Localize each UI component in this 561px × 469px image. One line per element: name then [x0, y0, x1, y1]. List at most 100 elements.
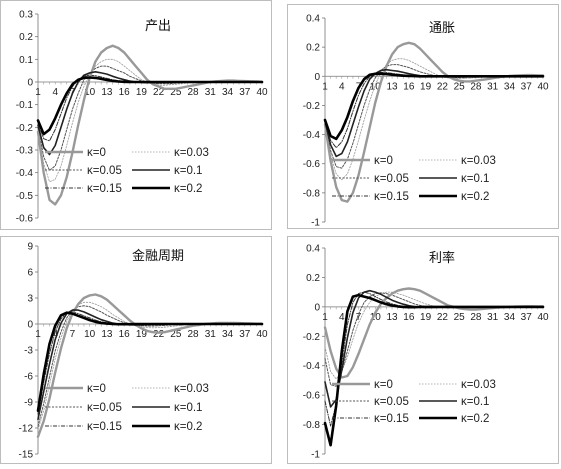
chart-panel-interest-rate: -1 -0.8 -0.6 -0.4 -0.2 0 0.2 0.4 1 4 7 10 13 16 19 22 25…: [287, 236, 559, 464]
legend-label: κ=0.03: [174, 383, 209, 395]
x-tick-label: 22: [153, 329, 165, 340]
legend-label: κ=0.05: [87, 402, 122, 414]
y-tick-label: -0.6: [303, 391, 321, 402]
line-chart: -0.6-0.5-0.4-0.3-0.2-0.100.10.20.31 4 7 10 1…: [0, 0, 272, 230]
chart-frame: [287, 236, 559, 464]
x-tick-label: 40: [256, 329, 268, 340]
x-tick-label: 25: [454, 312, 466, 323]
x-tick-label: 37: [239, 87, 251, 98]
x-tick-label: 19: [136, 87, 148, 98]
chart-frame: [0, 0, 272, 230]
x-tick-label: 28: [188, 329, 200, 340]
x-tick-label: 28: [470, 312, 482, 323]
y-tick-label: -6: [24, 372, 33, 383]
x-tick-label: 13: [101, 87, 113, 98]
chart-title: 金融周期: [132, 248, 184, 264]
x-tick-label: 16: [403, 312, 415, 323]
chart-frame: [287, 4, 559, 229]
x-tick-label: 19: [136, 329, 148, 340]
chart-title: 利率: [429, 250, 455, 266]
y-tick-label: 0.3: [19, 10, 33, 21]
line-chart: -1-0.8-0.6-0.4-0.200.20.41 4 7 10 13 16 19 22 25…: [287, 236, 559, 464]
chart-panel-output: -0.6 -0.5 -0.4 -0.3 -0.2 -0.1 0 0.1 0.2 0.3 1 4 7 10 1…: [0, 0, 272, 230]
series-line: [323, 72, 545, 141]
y-tick-label: -0.4: [303, 130, 321, 141]
x-tick-label: 22: [437, 312, 449, 323]
legend-label: κ=0.2: [461, 191, 489, 203]
x-tick-label: 1: [35, 329, 41, 340]
series-line: [37, 305, 263, 427]
x-tick-label: 37: [521, 81, 533, 92]
x-tick-label: 34: [504, 81, 516, 92]
legend-label: κ=0.2: [461, 413, 489, 425]
x-tick-label: 37: [239, 329, 251, 340]
y-tick-label: -12: [19, 424, 34, 435]
legend-label: κ=0.1: [174, 402, 202, 414]
y-tick-label: -0.4: [303, 361, 321, 372]
y-tick-label: 0.1: [19, 55, 33, 66]
x-tick-label: 4: [339, 312, 345, 323]
y-tick-label: 0.4: [306, 14, 320, 25]
y-tick-label: 0.4: [306, 244, 320, 255]
legend-label: κ=0.2: [174, 421, 202, 433]
y-tick-label: -15: [19, 450, 34, 461]
y-tick-label: -0.6: [303, 159, 321, 170]
y-tick-label: 0: [27, 320, 33, 331]
legend-label: κ=0.03: [461, 155, 496, 167]
legend-label: κ=0.15: [374, 191, 409, 203]
y-tick-label: -3: [24, 346, 33, 357]
x-tick-label: 10: [84, 329, 96, 340]
x-tick-label: 28: [470, 81, 482, 92]
x-tick-label: 28: [188, 87, 200, 98]
x-tick-label: 22: [437, 81, 449, 92]
x-tick-label: 34: [504, 312, 516, 323]
y-tick-label: -0.4: [16, 168, 34, 179]
x-tick-label: 1: [322, 312, 328, 323]
legend-label: κ=0: [87, 383, 106, 395]
legend-label: κ=0.2: [174, 183, 202, 195]
x-tick-label: 40: [256, 87, 268, 98]
legend-label: κ=0.1: [461, 173, 489, 185]
x-tick-label: 34: [222, 329, 234, 340]
x-tick-label: 19: [420, 312, 432, 323]
y-tick-label: -1: [311, 218, 320, 229]
x-tick-label: 37: [521, 312, 533, 323]
chart-panel-financial-cycle: -15 -12 -9 -6 -3 0 3 6 9 1 4 7 10 13 16 19 22 25 28 31 34 37 4…: [0, 236, 272, 464]
x-tick-label: 16: [119, 329, 131, 340]
legend-label: κ=0: [374, 379, 393, 391]
x-tick-label: 13: [387, 81, 399, 92]
line-chart: -15 -12 -9 -6 -3 0 3 6 9 1 4 7 10 13 16 19 22 25 28 31 34 37 4…: [0, 236, 272, 464]
legend-label: κ=0.03: [174, 147, 209, 159]
y-tick-label: -0.5: [16, 191, 34, 202]
y-tick-label: -0.3: [16, 146, 34, 157]
x-tick-label: 13: [387, 312, 399, 323]
x-tick-label: 10: [370, 81, 382, 92]
x-tick-label: 1: [35, 87, 41, 98]
x-tick-label: 4: [52, 329, 58, 340]
y-tick-label: 0: [27, 78, 33, 89]
series-line: [323, 293, 545, 447]
legend-label: κ=0.05: [374, 396, 409, 408]
x-tick-label: 31: [487, 81, 499, 92]
y-tick-label: 0: [314, 72, 320, 83]
y-tick-label: -9: [24, 398, 33, 409]
x-tick-label: 22: [153, 87, 165, 98]
x-tick-label: 16: [119, 87, 131, 98]
y-tick-label: 0: [314, 302, 320, 313]
legend-label: κ=0.05: [374, 173, 409, 185]
x-tick-label: 31: [205, 329, 217, 340]
y-tick-label: -0.2: [303, 332, 321, 343]
y-tick-label: 0.2: [19, 32, 33, 43]
chart-title: 通胀: [429, 21, 455, 36]
y-tick-label: 3: [27, 294, 33, 305]
x-tick-label: 19: [420, 81, 432, 92]
x-tick-label: 16: [403, 81, 415, 92]
y-tick-label: -0.8: [303, 420, 321, 431]
x-tick-label: 31: [205, 87, 217, 98]
series-line: [36, 311, 264, 412]
line-chart: -1-0.8-0.6-0.4-0.200.20.41 4 7 10 13 16 19 22 25…: [287, 4, 559, 229]
legend-label: κ=0.15: [87, 421, 122, 433]
series-line: [324, 58, 544, 181]
y-tick-label: -0.1: [16, 100, 34, 111]
x-tick-label: 1: [322, 81, 328, 92]
